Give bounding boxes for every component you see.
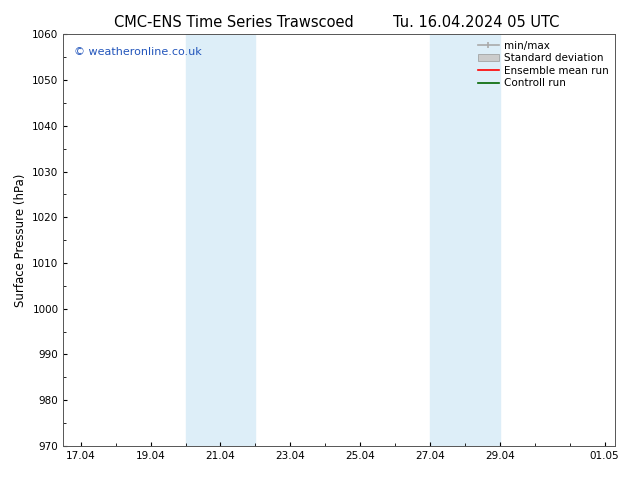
Text: © weatheronline.co.uk: © weatheronline.co.uk — [74, 47, 202, 57]
Y-axis label: Surface Pressure (hPa): Surface Pressure (hPa) — [14, 173, 27, 307]
Text: CMC-ENS Time Series Trawscoed: CMC-ENS Time Series Trawscoed — [114, 15, 354, 30]
Bar — [186, 34, 256, 446]
Text: Tu. 16.04.2024 05 UTC: Tu. 16.04.2024 05 UTC — [393, 15, 559, 30]
Legend: min/max, Standard deviation, Ensemble mean run, Controll run: min/max, Standard deviation, Ensemble me… — [475, 37, 612, 92]
Bar — [430, 34, 500, 446]
